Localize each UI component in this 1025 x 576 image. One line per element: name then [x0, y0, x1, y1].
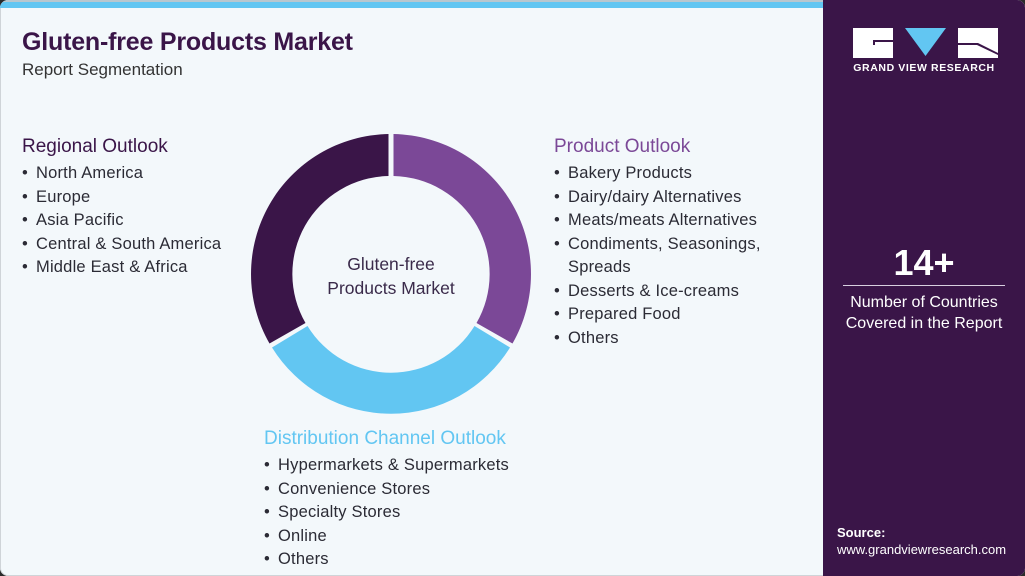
list-item: Meats/meats Alternatives — [554, 209, 788, 233]
segmentation-donut — [251, 134, 531, 414]
donut-center-line2: Products Market — [327, 278, 455, 298]
list-item: Hypermarkets & Supermarkets — [264, 454, 509, 478]
regional-outlook-section: Regional Outlook North America Europe As… — [22, 136, 221, 280]
list-item: Convenience Stores — [264, 478, 509, 502]
list-item: Central & South America — [22, 233, 221, 257]
list-item: Condiments, Seasonings, Spreads — [554, 233, 788, 280]
donut-center-line1: Gluten-free — [347, 254, 435, 274]
stat-label-line1: Number of Countries — [850, 294, 998, 311]
donut-segment-product — [393, 134, 531, 344]
countries-stat-value: 14+ — [893, 242, 955, 283]
donut-center-label: Gluten-free Products Market — [291, 252, 491, 300]
product-outlook-section: Product Outlook Bakery Products Dairy/da… — [554, 136, 788, 350]
page-subtitle: Report Segmentation — [22, 60, 183, 79]
list-item: Dairy/dairy Alternatives — [554, 186, 788, 210]
product-outlook-list: Bakery Products Dairy/dairy Alternatives… — [554, 162, 788, 350]
countries-stat-label: Number of Countries Covered in the Repor… — [823, 292, 1025, 334]
list-item: Desserts & Ice-creams — [554, 280, 788, 304]
list-item: Middle East & Africa — [22, 256, 221, 280]
stat-divider — [843, 285, 1005, 286]
top-bar-edge — [0, 0, 823, 2]
list-item: Others — [264, 548, 509, 572]
brand-name: GRAND VIEW RESEARCH — [853, 62, 995, 74]
grand-view-research-logo-icon — [853, 28, 998, 58]
product-outlook-title: Product Outlook — [554, 136, 691, 157]
top-accent-bar — [0, 0, 823, 8]
page-title: Gluten-free Products Market — [22, 28, 353, 56]
list-item: North America — [22, 162, 221, 186]
list-item: Others — [554, 327, 788, 351]
distribution-outlook-list: Hypermarkets & Supermarkets Convenience … — [264, 454, 509, 572]
brand-sidebar: GRAND VIEW RESEARCH 14+ Number of Countr… — [823, 0, 1025, 576]
distribution-outlook-title: Distribution Channel Outlook — [264, 428, 506, 449]
source-url: www.grandviewresearch.com — [837, 542, 1007, 557]
list-item: Online — [264, 525, 509, 549]
list-item: Europe — [22, 186, 221, 210]
distribution-outlook-section: Distribution Channel Outlook Hypermarket… — [264, 428, 509, 572]
donut-segment-regional — [251, 134, 389, 344]
donut-segment-distribution — [272, 326, 510, 414]
list-item: Specialty Stores — [264, 501, 509, 525]
regional-outlook-title: Regional Outlook — [22, 136, 168, 157]
source-label: Source: — [837, 525, 886, 540]
stat-label-line2: Covered in the Report — [845, 315, 1003, 332]
list-item: Asia Pacific — [22, 209, 221, 233]
regional-outlook-list: North America Europe Asia Pacific Centra… — [22, 162, 221, 280]
list-item: Prepared Food — [554, 303, 788, 327]
list-item: Bakery Products — [554, 162, 788, 186]
